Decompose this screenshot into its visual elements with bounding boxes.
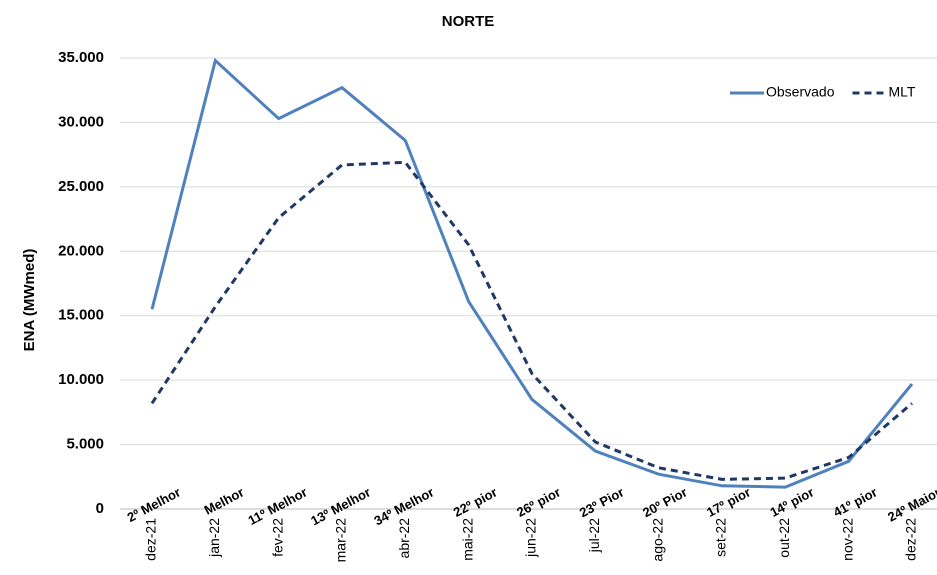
x-tick-label: nov-22	[839, 518, 855, 561]
x-tick-label: set-22	[713, 518, 729, 557]
y-axis-label: ENA (MWmed)	[21, 249, 38, 352]
x-tick-label: dez-22	[903, 518, 919, 561]
annotation: 20º Pior	[640, 484, 690, 520]
chart-title: NORTE	[442, 13, 495, 30]
y-tick-label: 10.000	[58, 371, 104, 388]
legend-label: Observado	[766, 84, 835, 100]
annotation: 14º pior	[767, 484, 816, 519]
x-tick-label: abr-22	[396, 518, 412, 559]
y-tick-label: 30.000	[58, 113, 104, 130]
y-tick-label: 0	[96, 500, 104, 517]
x-tick-label: mar-22	[333, 518, 349, 563]
x-tick-label: jan-22	[206, 518, 222, 558]
legend-label: MLT	[888, 84, 915, 100]
x-tick-label: jun-22	[523, 518, 539, 558]
y-tick-label: 15.000	[58, 307, 104, 324]
annotation: 22º pior	[451, 484, 500, 519]
series-line	[150, 57, 914, 489]
y-tick-label: 20.000	[58, 242, 104, 259]
series-line	[150, 160, 913, 481]
y-tick-label: 25.000	[58, 178, 104, 195]
x-tick-label: fev-22	[269, 518, 285, 557]
x-tick-label: ago-22	[649, 518, 665, 562]
x-tick-label: out-22	[776, 518, 792, 558]
annotation: 17º pior	[704, 484, 753, 519]
x-tick-label: jul-22	[586, 518, 602, 553]
y-tick-label: 35.000	[58, 49, 104, 66]
x-tick-label: mai-22	[459, 518, 475, 561]
annotation: 41º pior	[831, 484, 880, 519]
annotation: 23º Pior	[577, 484, 627, 520]
x-tick-label: dez-21	[143, 518, 159, 561]
annotation: 26º pior	[514, 484, 563, 519]
annotation: Melhor	[202, 484, 247, 517]
y-tick-label: 5.000	[66, 436, 104, 453]
